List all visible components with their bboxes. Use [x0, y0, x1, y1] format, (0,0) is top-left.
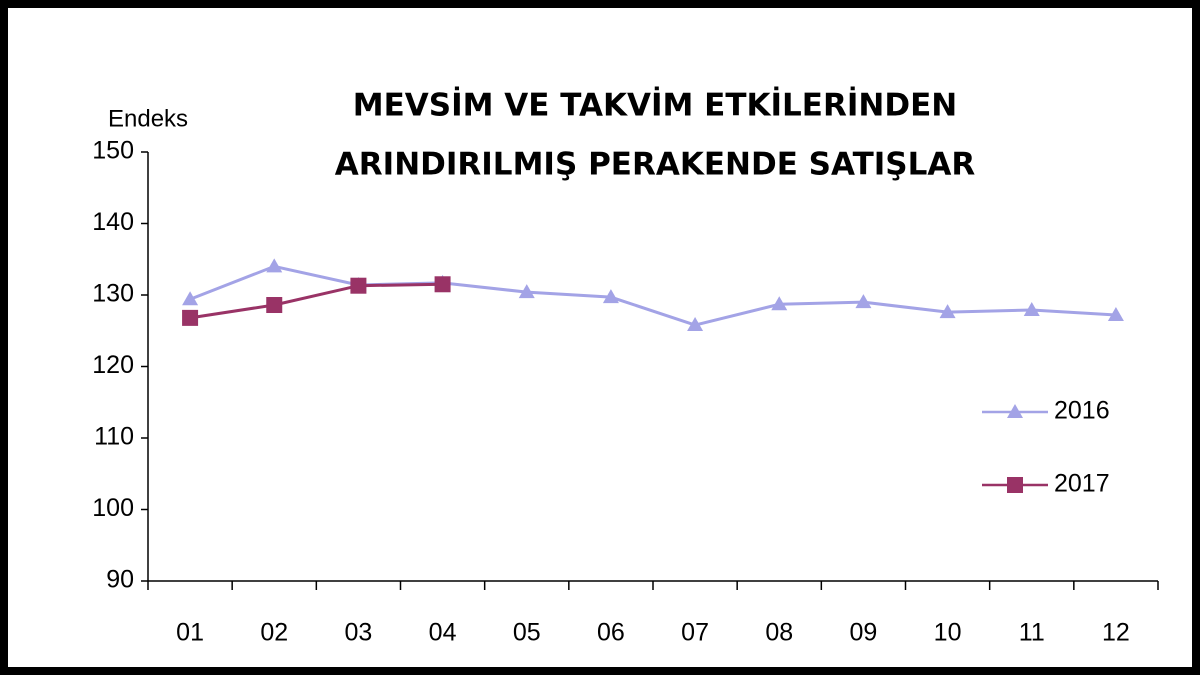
x-tick-label: 10 — [934, 619, 962, 647]
y-tick-label: 140 — [92, 208, 134, 236]
chart-title: MEVSİM VE TAKVİM ETKİLERİNDEN — [353, 88, 957, 124]
x-tick-label: 02 — [260, 619, 288, 647]
x-tick-label: 04 — [429, 619, 457, 647]
chart-title: ARINDIRILMIŞ PERAKENDE SATIŞLAR — [335, 147, 976, 183]
legend-label: 2017 — [1054, 470, 1110, 498]
series-line — [189, 264, 1117, 327]
x-tick-label: 05 — [513, 619, 541, 647]
y-tick-label: 110 — [94, 423, 134, 451]
x-tick-label: 12 — [1102, 619, 1130, 647]
marker — [182, 291, 199, 306]
marker — [350, 277, 367, 294]
marker — [602, 289, 619, 304]
y-tick-label: 100 — [92, 494, 134, 522]
y-tick-label: 150 — [92, 137, 134, 165]
y-tick-label: 130 — [92, 280, 134, 308]
marker — [1107, 307, 1124, 322]
marker — [434, 276, 451, 293]
y-axis-label: Endeks — [108, 105, 188, 132]
x-tick-label: 03 — [345, 619, 373, 647]
legend-label: 2016 — [1054, 397, 1110, 425]
marker — [518, 284, 535, 299]
marker — [687, 317, 704, 332]
marker — [855, 294, 872, 309]
x-tick-label: 11 — [1019, 619, 1045, 647]
x-tick-label: 07 — [681, 619, 709, 647]
series-line — [189, 282, 443, 320]
marker — [182, 309, 199, 326]
marker — [1007, 404, 1023, 418]
x-tick-label: 08 — [765, 619, 793, 647]
marker — [266, 258, 283, 273]
y-tick-label: 120 — [92, 351, 134, 379]
x-tick-label: 06 — [597, 619, 625, 647]
marker — [1023, 302, 1040, 317]
y-tick-label: 90 — [106, 566, 134, 594]
x-tick-label: 09 — [850, 619, 878, 647]
marker — [1007, 477, 1023, 493]
marker — [266, 297, 283, 314]
marker — [939, 304, 956, 319]
x-tick-label: 01 — [176, 619, 204, 647]
marker — [771, 296, 788, 311]
